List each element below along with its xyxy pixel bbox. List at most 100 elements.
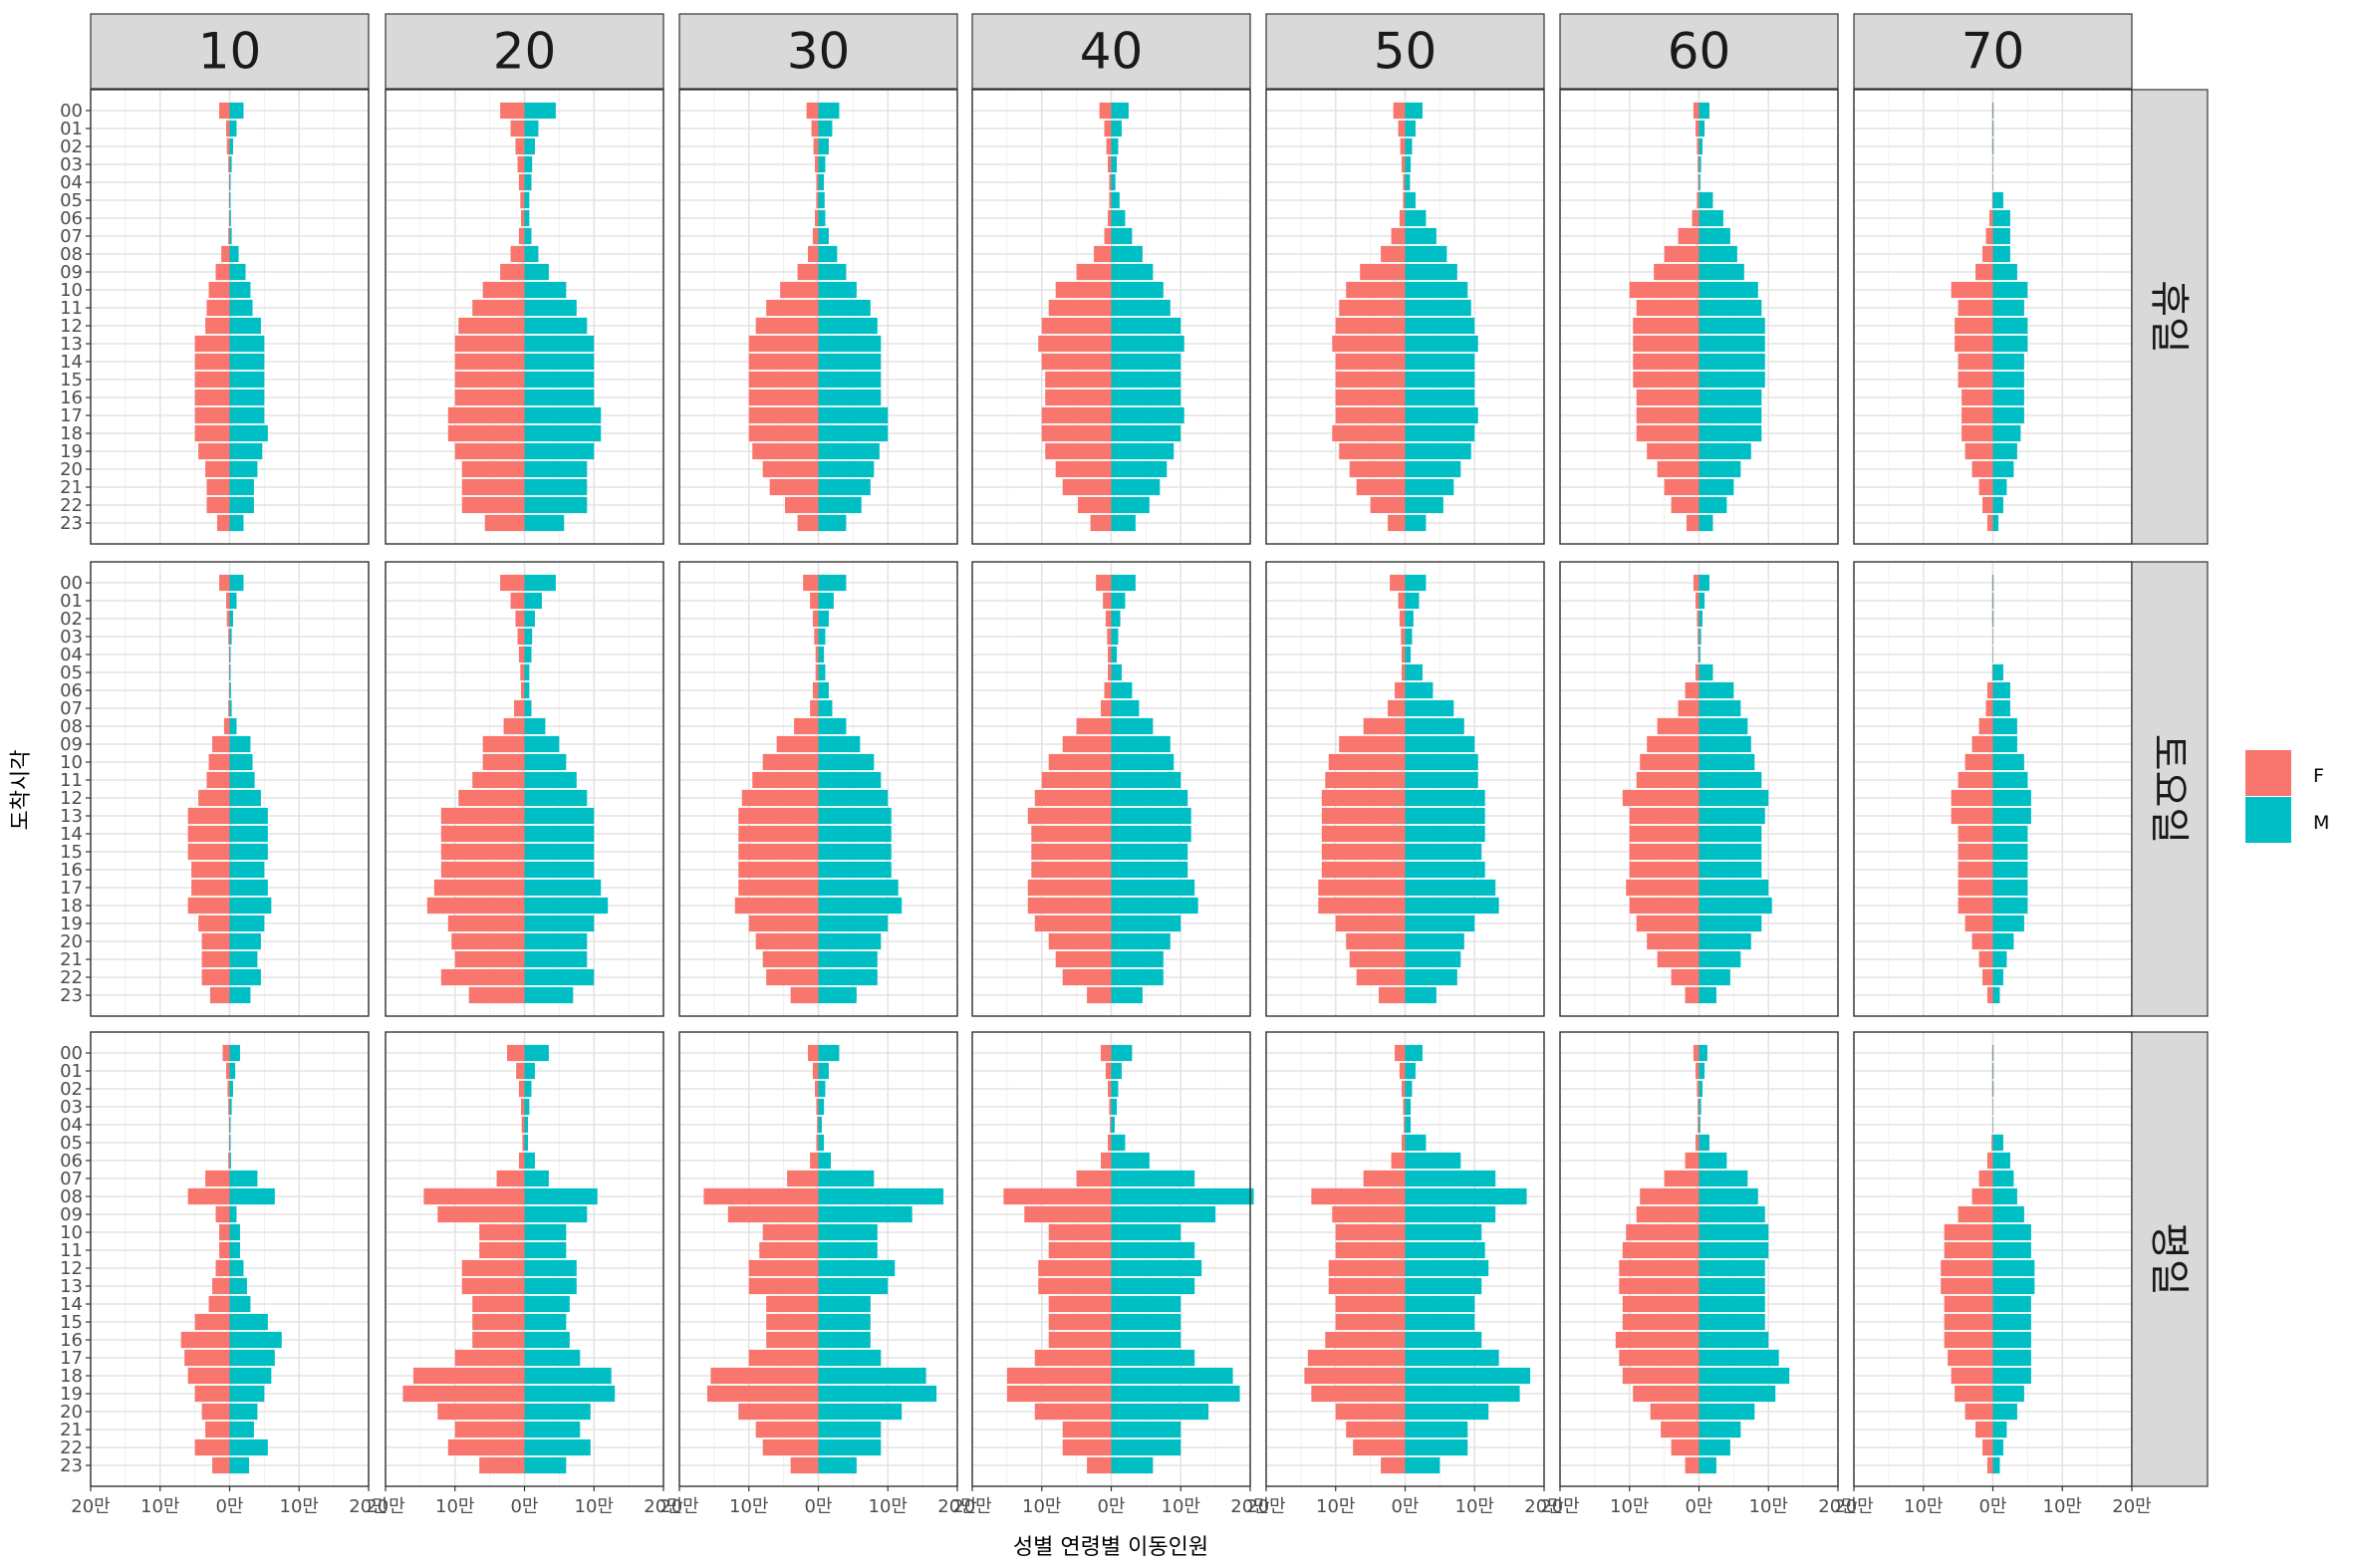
y-axis-weekday: 0001020304050607080910111213141516171819… — [60, 1043, 91, 1476]
bar-f-17 — [191, 879, 230, 897]
bar-f-21 — [1661, 1421, 1699, 1438]
panel-border — [1265, 561, 1545, 1017]
bar-f-09 — [727, 1205, 819, 1223]
y-axis-saturday: 0001020304050607080910111213141516171819… — [60, 573, 91, 1006]
bar-m-21 — [1992, 1421, 2007, 1438]
bar-m-15 — [229, 843, 268, 861]
bar-f-13 — [1941, 1277, 1993, 1295]
bar-f-19 — [706, 1385, 819, 1403]
bar-m-01 — [818, 592, 834, 610]
bar-f-04 — [1698, 1116, 1699, 1134]
bar-m-08 — [524, 1187, 598, 1205]
bar-f-17 — [1307, 1349, 1406, 1367]
bar-m-09 — [1405, 735, 1475, 753]
row-strip-saturday — [2131, 561, 2209, 1017]
bar-m-10 — [1405, 1223, 1482, 1241]
bar-f-12 — [1622, 789, 1699, 807]
bar-m-11 — [524, 1241, 567, 1259]
bar-f-13 — [440, 807, 525, 825]
bar-m-02 — [1992, 1080, 1994, 1098]
bar-f-23 — [790, 1456, 819, 1474]
y-tick-label-00: 00 — [60, 101, 83, 122]
bar-f-10 — [208, 753, 230, 771]
y-tick-label-19: 19 — [60, 914, 83, 934]
bar-m-12 — [229, 1259, 244, 1277]
bar-f-05 — [228, 663, 230, 681]
bar-f-09 — [1339, 735, 1406, 753]
bar-f-23 — [1685, 1456, 1699, 1474]
bar-f-18 — [1951, 1367, 1993, 1385]
bar-m-12 — [1699, 1259, 1765, 1277]
bar-f-14 — [1633, 353, 1699, 371]
bar-m-22 — [1699, 968, 1730, 986]
bar-m-16 — [229, 1331, 282, 1349]
x-tick-label: 20만 — [1246, 1496, 1285, 1517]
y-tick-label-04: 04 — [60, 645, 83, 665]
bar-m-02 — [1699, 137, 1702, 155]
bar-m-20 — [1405, 932, 1464, 950]
x-tick-label: 20만 — [349, 1496, 388, 1517]
bar-m-22 — [229, 1438, 268, 1456]
bar-f-14 — [1335, 353, 1406, 371]
bar-f-18 — [1332, 424, 1406, 442]
bar-f-05 — [1991, 1134, 1993, 1152]
x-axis-50: 20만 10만 0만 10만 20만 — [1246, 1486, 1564, 1517]
bar-m-21 — [1111, 1421, 1181, 1438]
y-tick-label-21: 21 — [60, 477, 83, 498]
bar-f-19 — [752, 442, 819, 460]
bar-m-12 — [229, 789, 261, 807]
bar-f-10 — [479, 1223, 525, 1241]
bar-m-15 — [1699, 843, 1762, 861]
bar-f-15 — [748, 371, 819, 389]
bar-m-22 — [1111, 1438, 1181, 1456]
row-strip-label-saturday: 토요일 — [2146, 734, 2192, 844]
bar-f-21 — [461, 478, 525, 496]
panel-saturday-50 — [1265, 561, 1545, 1017]
bar-m-10 — [524, 281, 567, 299]
y-tick-label-15: 15 — [60, 842, 83, 863]
bar-f-15 — [1944, 1313, 1993, 1331]
bar-f-15 — [187, 843, 230, 861]
bar-f-09 — [437, 1205, 525, 1223]
bar-m-20 — [1992, 1403, 2017, 1421]
bar-m-05 — [524, 191, 530, 209]
bar-f-13 — [748, 335, 819, 353]
y-tick-label-15: 15 — [60, 1312, 83, 1333]
bar-f-03 — [815, 155, 819, 173]
bar-m-00 — [1699, 574, 1709, 592]
bar-m-20 — [229, 1403, 258, 1421]
bar-m-01 — [229, 592, 237, 610]
bar-f-17 — [738, 879, 819, 897]
bar-m-08 — [229, 717, 237, 735]
bar-m-09 — [229, 263, 246, 281]
bar-f-05 — [816, 191, 819, 209]
bar-f-14 — [1321, 825, 1406, 843]
bar-m-14 — [229, 1295, 251, 1313]
bar-f-19 — [1955, 1385, 1993, 1403]
bar-f-08 — [221, 245, 230, 263]
bar-f-00 — [1096, 574, 1112, 592]
bar-f-13 — [1619, 1277, 1699, 1295]
bar-m-10 — [1111, 1223, 1181, 1241]
bar-f-09 — [212, 735, 230, 753]
bar-f-06 — [1399, 209, 1406, 227]
bar-f-15 — [1958, 371, 1993, 389]
y-axes: 0001020304050607080910111213141516171819… — [60, 101, 91, 1476]
panel-saturday-10 — [90, 561, 370, 1017]
x-tick-label: 0만 — [1685, 1496, 1712, 1517]
bar-f-17 — [1034, 1349, 1112, 1367]
bar-f-12 — [741, 789, 819, 807]
bar-m-08 — [1992, 1187, 2017, 1205]
bar-m-13 — [1405, 807, 1485, 825]
bar-f-07 — [228, 699, 230, 717]
bar-f-02 — [813, 137, 819, 155]
bar-m-23 — [1992, 986, 2000, 1004]
bar-f-21 — [1978, 478, 1993, 496]
bar-f-13 — [748, 1277, 819, 1295]
y-tick-label-11: 11 — [60, 770, 83, 791]
bar-m-20 — [1699, 460, 1741, 478]
bar-m-22 — [524, 496, 588, 514]
bar-m-01 — [1992, 1062, 1994, 1080]
